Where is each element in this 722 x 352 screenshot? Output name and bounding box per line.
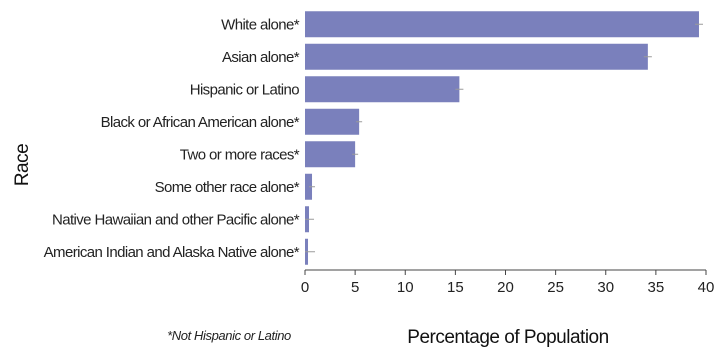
category-label-3: Black or African American alone* bbox=[101, 114, 300, 131]
category-label-6: Native Hawaiian and other Pacific alone* bbox=[52, 211, 300, 228]
bar-5 bbox=[305, 173, 313, 200]
x-tick-label-5: 25 bbox=[547, 279, 564, 296]
footnote: *Not Hispanic or Latino bbox=[167, 328, 291, 343]
x-tick-label-3: 15 bbox=[447, 279, 464, 296]
category-label-7: American Indian and Alaska Native alone* bbox=[44, 244, 300, 261]
bars-group bbox=[305, 11, 703, 265]
y-axis-title: Race bbox=[12, 144, 33, 186]
x-tick-label-0: 0 bbox=[301, 279, 309, 296]
category-labels: White alone* Asian alone* Hispanic or Lati… bbox=[44, 16, 301, 261]
category-label-1: Asian alone* bbox=[222, 49, 300, 66]
x-ticks: 0 5 10 15 20 25 30 35 40 bbox=[301, 270, 715, 296]
x-tick-label-7: 35 bbox=[648, 279, 665, 296]
x-tick-label-2: 10 bbox=[397, 279, 414, 296]
category-label-5: Some other race alone* bbox=[155, 179, 300, 196]
x-tick-label-8: 40 bbox=[698, 279, 715, 296]
x-tick-label-6: 30 bbox=[597, 279, 614, 296]
bar-4 bbox=[305, 141, 356, 168]
category-label-2: Hispanic or Latino bbox=[190, 81, 300, 98]
category-label-4: Two or more races* bbox=[180, 146, 300, 163]
bar-3 bbox=[305, 108, 360, 135]
bar-0 bbox=[305, 11, 699, 38]
x-tick-label-4: 20 bbox=[497, 279, 514, 296]
category-label-0: White alone* bbox=[221, 16, 300, 33]
bar-1 bbox=[305, 43, 648, 70]
x-axis-title: Percentage of Population bbox=[407, 327, 608, 348]
x-tick-label-1: 5 bbox=[351, 279, 359, 296]
bar-2 bbox=[305, 76, 460, 103]
